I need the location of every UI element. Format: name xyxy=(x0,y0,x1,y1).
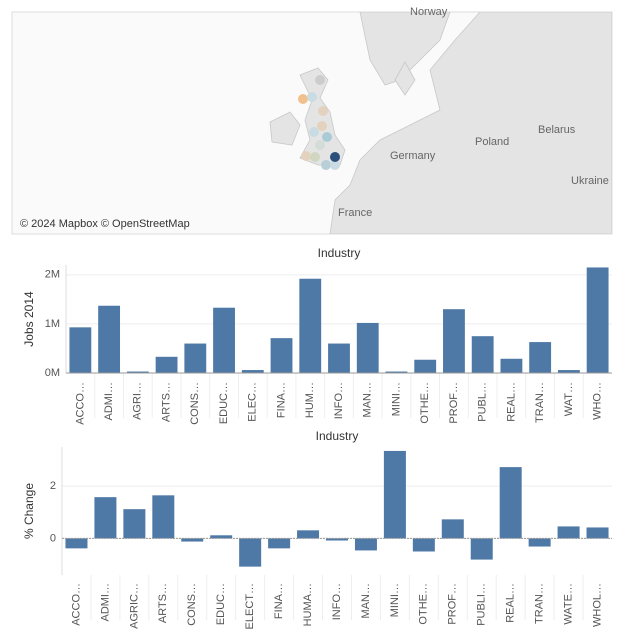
bar xyxy=(414,359,437,373)
x-tick-label: ARTS… xyxy=(157,583,169,623)
x-tick-label: OTHE… xyxy=(418,583,430,625)
x-tick-label: WAT… xyxy=(563,382,575,416)
x-tick-label: ACCO… xyxy=(74,382,86,425)
x-tick-label: AGRIC… xyxy=(128,583,140,629)
bar xyxy=(123,509,146,539)
map-attribution: © 2024 Mapbox © OpenStreetMap xyxy=(20,218,190,230)
map[interactable] xyxy=(11,11,613,235)
x-tick-label: REAL… xyxy=(505,583,517,623)
y-tick-label: 0M xyxy=(45,367,60,379)
bar xyxy=(500,358,523,373)
x-tick-label: PROF… xyxy=(448,382,460,424)
bar xyxy=(126,371,149,373)
bar xyxy=(239,538,262,567)
map-label: France xyxy=(338,207,372,219)
bar xyxy=(412,538,435,552)
x-tick-label: AGRI… xyxy=(132,382,144,420)
x-tick-label: MAN… xyxy=(360,583,372,618)
map-label: Belarus xyxy=(538,124,576,136)
x-tick-label: TRAN… xyxy=(534,583,546,624)
map-label: Norway xyxy=(410,6,448,18)
map-land xyxy=(269,12,612,234)
y-axis-label: % Change xyxy=(22,483,36,539)
chart-title: Industry xyxy=(318,246,361,260)
bar xyxy=(241,370,264,373)
bar xyxy=(557,370,580,373)
bar xyxy=(586,527,609,539)
x-tick-label: PUBL… xyxy=(477,382,489,422)
bar xyxy=(210,535,233,539)
x-tick-label: ADMI… xyxy=(99,583,111,622)
bar xyxy=(383,450,406,539)
x-tick-label: INFO… xyxy=(331,583,343,620)
bar xyxy=(385,371,408,373)
x-tick-label: OTHE… xyxy=(419,382,431,424)
x-tick-label: ELECT… xyxy=(244,583,256,629)
x-tick-label: MAN… xyxy=(362,382,374,417)
bar xyxy=(98,305,121,373)
bar xyxy=(155,356,178,373)
bar xyxy=(470,538,493,560)
bar xyxy=(528,538,551,547)
bar xyxy=(529,342,552,373)
x-tick-label: PUBLI… xyxy=(476,583,488,626)
y-tick-label: 2 xyxy=(50,480,56,492)
bar xyxy=(443,309,465,373)
x-tick-label: TRAN… xyxy=(534,382,546,423)
y-tick-label: 1M xyxy=(45,318,60,330)
x-tick-label: EDUC… xyxy=(215,583,227,625)
x-tick-label: HUMA… xyxy=(302,583,314,626)
bar xyxy=(181,538,204,542)
bar xyxy=(152,495,175,539)
x-tick-label: INFO… xyxy=(333,382,345,419)
map-label: Germany xyxy=(390,150,436,162)
x-tick-label: ACCO… xyxy=(70,583,82,626)
x-tick-label: ARTS… xyxy=(160,382,172,422)
x-tick-label: CONS… xyxy=(186,583,198,626)
bar xyxy=(557,526,580,539)
x-tick-label: ADMI… xyxy=(103,382,115,421)
x-tick-label: MINI… xyxy=(389,583,401,617)
x-tick-label: REAL… xyxy=(505,382,517,422)
bar xyxy=(499,467,522,539)
bar xyxy=(65,538,88,549)
x-tick-label: MINI… xyxy=(390,382,402,416)
bar xyxy=(69,327,92,373)
bar xyxy=(184,343,207,373)
bar xyxy=(354,538,377,551)
x-tick-label: PROF… xyxy=(447,583,459,625)
bar xyxy=(299,278,322,373)
x-tick-label: ELEC… xyxy=(247,382,259,422)
bar xyxy=(441,519,464,539)
bar xyxy=(356,322,379,373)
x-tick-label: CONS… xyxy=(189,382,201,425)
y-axis-label: Jobs 2014 xyxy=(22,291,36,347)
bar xyxy=(268,538,291,549)
map-label: Ukraine xyxy=(571,175,609,187)
x-tick-label: WHO… xyxy=(592,382,604,420)
x-tick-label: WATE… xyxy=(562,583,574,625)
x-tick-label: EDUC… xyxy=(218,382,230,424)
chart-title: Industry xyxy=(316,429,359,443)
bar xyxy=(471,336,494,373)
y-tick-label: 0 xyxy=(50,532,56,544)
x-tick-label: WHOL… xyxy=(591,583,603,627)
bar xyxy=(270,338,293,373)
y-tick-label: 2M xyxy=(45,269,60,281)
map-points[interactable] xyxy=(298,75,340,170)
x-tick-label: FINA… xyxy=(275,382,287,418)
bar xyxy=(297,530,320,539)
bar xyxy=(94,497,117,539)
bar xyxy=(213,307,235,373)
map-label: Poland xyxy=(475,136,509,148)
x-tick-label: FINA… xyxy=(273,583,285,619)
bar xyxy=(326,538,348,541)
x-tick-label: HUM… xyxy=(304,382,316,418)
bar xyxy=(586,267,609,373)
bar xyxy=(328,343,350,373)
